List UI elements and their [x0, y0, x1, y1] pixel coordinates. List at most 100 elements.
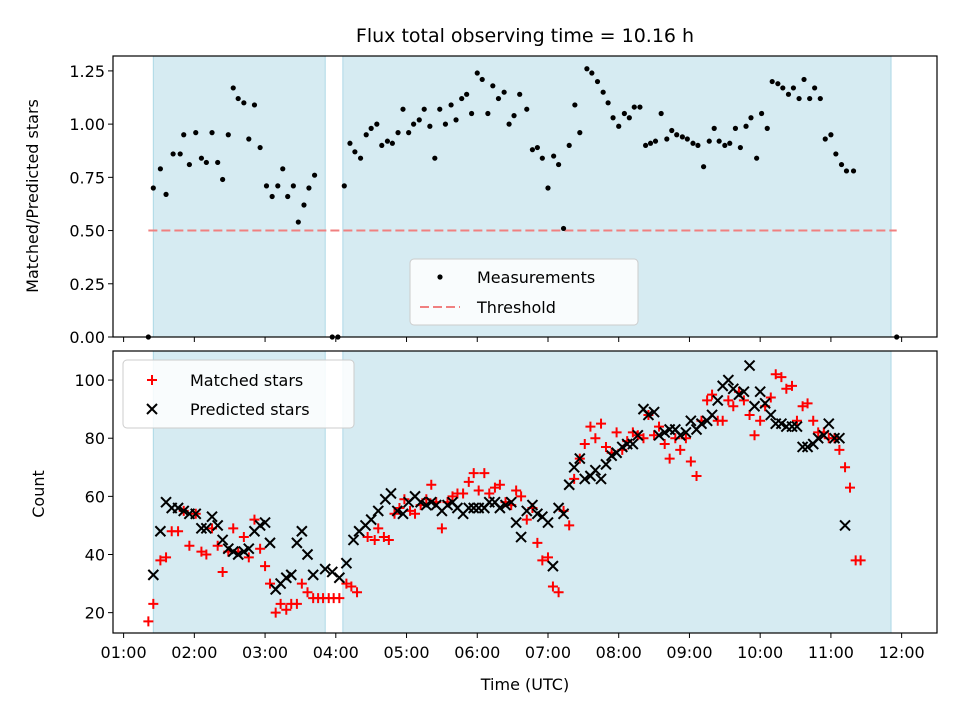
- x-tick-label: 05:00: [383, 643, 429, 662]
- matched-stars-point: [553, 587, 564, 598]
- predicted-stars-point: [833, 432, 846, 444]
- matched-stars-point: [521, 514, 532, 525]
- measurements-point: [743, 123, 749, 129]
- matched-stars-point: [155, 555, 166, 566]
- measurements-point: [780, 85, 786, 91]
- predicted-stars-point: [818, 429, 830, 442]
- measurements-point: [280, 166, 286, 172]
- measurements-point: [517, 91, 523, 97]
- predicted-stars-point: [526, 499, 539, 511]
- measurements-point: [555, 161, 562, 168]
- predicted-stars-point: [510, 516, 522, 529]
- matched-stars-point: [212, 540, 223, 551]
- measurements-point: [459, 95, 465, 102]
- matched-stars-point: [755, 415, 766, 426]
- top-y-tick-label: 0.75: [69, 168, 105, 187]
- measurements-point: [251, 102, 258, 108]
- predicted-stars-point: [685, 415, 697, 427]
- predicted-stars-point: [547, 560, 559, 572]
- predicted-stars-point: [627, 438, 639, 450]
- measurements-point: [529, 147, 536, 153]
- predicted-stars-point: [243, 542, 255, 555]
- predicted-stars-point: [828, 432, 841, 444]
- bottom-observing-interval-2: [342, 350, 892, 634]
- matched-stars-point: [791, 415, 802, 426]
- predicted-stars-point: [823, 417, 835, 430]
- top-y-tick-label: 0.00: [69, 328, 105, 347]
- predicted-stars-point: [385, 487, 397, 500]
- measurements-point: [235, 95, 241, 102]
- predicted-stars-point: [147, 569, 160, 581]
- matched-stars-point: [238, 532, 249, 543]
- top-axes-frame: [112, 55, 938, 338]
- predicted-stars-point: [391, 505, 404, 517]
- measurements-point: [474, 70, 480, 76]
- legend-measurements-label: Measurements: [477, 268, 595, 287]
- x-tick-label: 03:00: [242, 643, 288, 662]
- predicted-stars-point: [812, 432, 824, 444]
- predicted-stars-point: [499, 499, 512, 511]
- legend-predicted-marker: [146, 403, 158, 415]
- matched-stars-point: [373, 523, 384, 534]
- matched-stars-point: [765, 392, 776, 403]
- matched-stars-point: [590, 433, 601, 444]
- predicted-stars-point: [397, 508, 409, 520]
- measurements-point: [181, 132, 187, 138]
- measurements-point: [432, 155, 438, 161]
- matched-stars-point: [173, 526, 184, 537]
- predicted-stars-point: [307, 569, 319, 581]
- measurements-point: [679, 134, 685, 140]
- measurements-point: [807, 95, 813, 102]
- measurements-point: [311, 172, 318, 178]
- matched-stars-point: [702, 395, 713, 406]
- predicted-stars-point: [759, 397, 771, 410]
- measurements-point: [177, 151, 183, 157]
- measurements-point: [534, 144, 540, 151]
- measurements-point: [295, 219, 301, 225]
- x-tick-label: 11:00: [808, 643, 854, 662]
- predicted-stars-point: [468, 502, 480, 514]
- measurements-point: [545, 185, 551, 191]
- predicted-stars-point: [839, 519, 851, 532]
- measurements-point: [817, 95, 823, 102]
- predicted-stars-point: [786, 420, 798, 433]
- matched-stars-point: [738, 395, 749, 406]
- legend-matched-label: Matched stars: [190, 371, 303, 390]
- legend-matched-marker: [147, 375, 157, 385]
- measurements-point: [722, 142, 728, 149]
- matched-stars-point: [302, 587, 313, 598]
- matched-stars-point: [802, 398, 813, 409]
- measurements-point: [479, 76, 485, 83]
- measurements-point: [203, 159, 209, 166]
- predicted-stars-point: [568, 461, 580, 473]
- measurements-point: [495, 95, 502, 102]
- measurements-point: [652, 138, 659, 144]
- predicted-stars-point: [285, 569, 297, 581]
- matched-stars-point: [352, 587, 363, 598]
- measurements-point: [150, 185, 156, 191]
- measurements-point: [758, 110, 765, 117]
- measurements-point: [501, 89, 507, 95]
- predicted-stars-point: [291, 537, 303, 549]
- matched-stars-point: [184, 540, 195, 551]
- predicted-stars-point: [494, 502, 506, 514]
- matched-stars-point: [228, 523, 239, 534]
- predicted-stars-point: [206, 511, 218, 523]
- measurements-point: [379, 142, 385, 149]
- predicted-stars-point: [232, 548, 244, 561]
- matched-stars-point: [369, 534, 380, 545]
- matched-stars-point: [723, 395, 734, 406]
- measurements-point: [684, 136, 690, 142]
- predicted-stars-point: [216, 534, 229, 546]
- measurements-point: [157, 166, 163, 172]
- matched-stars-point: [611, 427, 622, 438]
- matched-stars-point: [840, 462, 851, 473]
- matched-stars-point: [855, 555, 866, 566]
- measurements-point: [605, 100, 611, 106]
- matched-stars-point: [281, 604, 292, 615]
- top-observing-interval-1: [152, 55, 326, 338]
- matched-stars-point: [579, 439, 590, 450]
- predicted-stars-point: [264, 537, 276, 549]
- measurements-point: [170, 151, 176, 157]
